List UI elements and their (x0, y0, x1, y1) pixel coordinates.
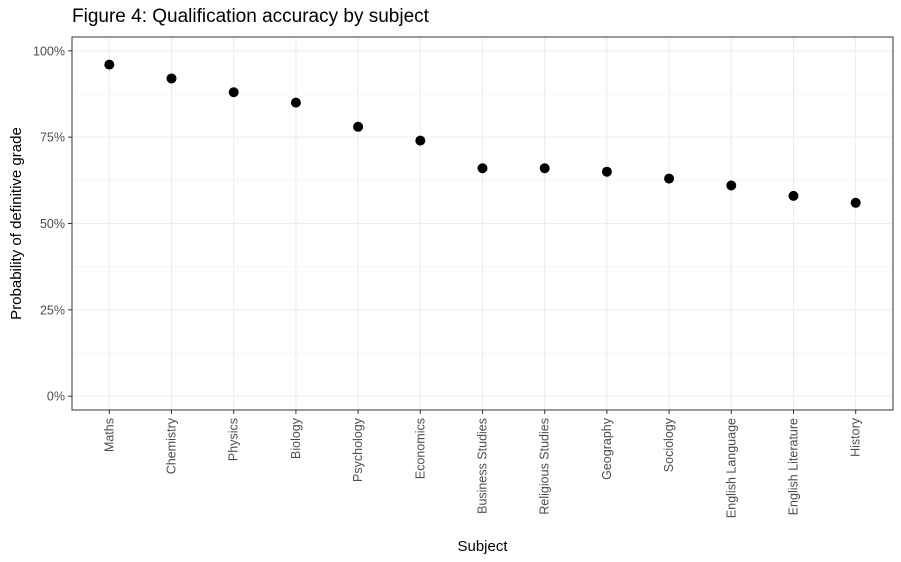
data-point (166, 73, 177, 84)
y-tick-label: 100% (33, 44, 65, 58)
chart-title: Figure 4: Qualification accuracy by subj… (72, 6, 429, 27)
y-axis-title: Probability of definitive grade (8, 127, 25, 320)
data-point (104, 59, 115, 70)
x-tick-label: English Language (724, 418, 738, 518)
x-tick-label: Religious Studies (538, 418, 552, 515)
x-tick-label: Maths (102, 418, 116, 452)
x-tick-label: Biology (289, 417, 303, 459)
data-point (290, 97, 301, 108)
x-tick-label: History (849, 417, 863, 457)
y-tick-label: 50% (40, 217, 65, 231)
data-points (104, 59, 861, 208)
data-point (726, 180, 737, 191)
x-tick-label: Geography (600, 417, 614, 480)
data-point (415, 135, 426, 146)
data-point (788, 190, 799, 201)
x-tick-label: Chemistry (165, 417, 179, 474)
y-tick-label: 0% (47, 390, 65, 404)
data-point (664, 173, 675, 184)
x-tick-label: Psychology (351, 417, 365, 482)
x-tick-label: English Literature (786, 418, 800, 515)
x-tick-label: Sociology (662, 417, 676, 472)
x-axis-title: Subject (457, 538, 508, 555)
y-tick-label: 25% (40, 303, 65, 317)
x-tick-label: Economics (413, 418, 427, 479)
y-tick-label: 75% (40, 131, 65, 145)
major-gridlines (72, 37, 893, 410)
data-point (539, 163, 550, 174)
x-tick-label: Business Studies (476, 418, 490, 514)
x-axis-ticks: Maths Chemistry Physics Biology Psychology Ec… (102, 410, 863, 518)
data-point (353, 121, 364, 132)
data-point (850, 197, 861, 208)
data-point (228, 87, 239, 98)
x-tick-label: Physics (227, 418, 241, 461)
y-axis-ticks: 0% 25% 50% 75% 100% (33, 44, 72, 404)
data-point (477, 163, 488, 174)
data-point (601, 166, 612, 177)
